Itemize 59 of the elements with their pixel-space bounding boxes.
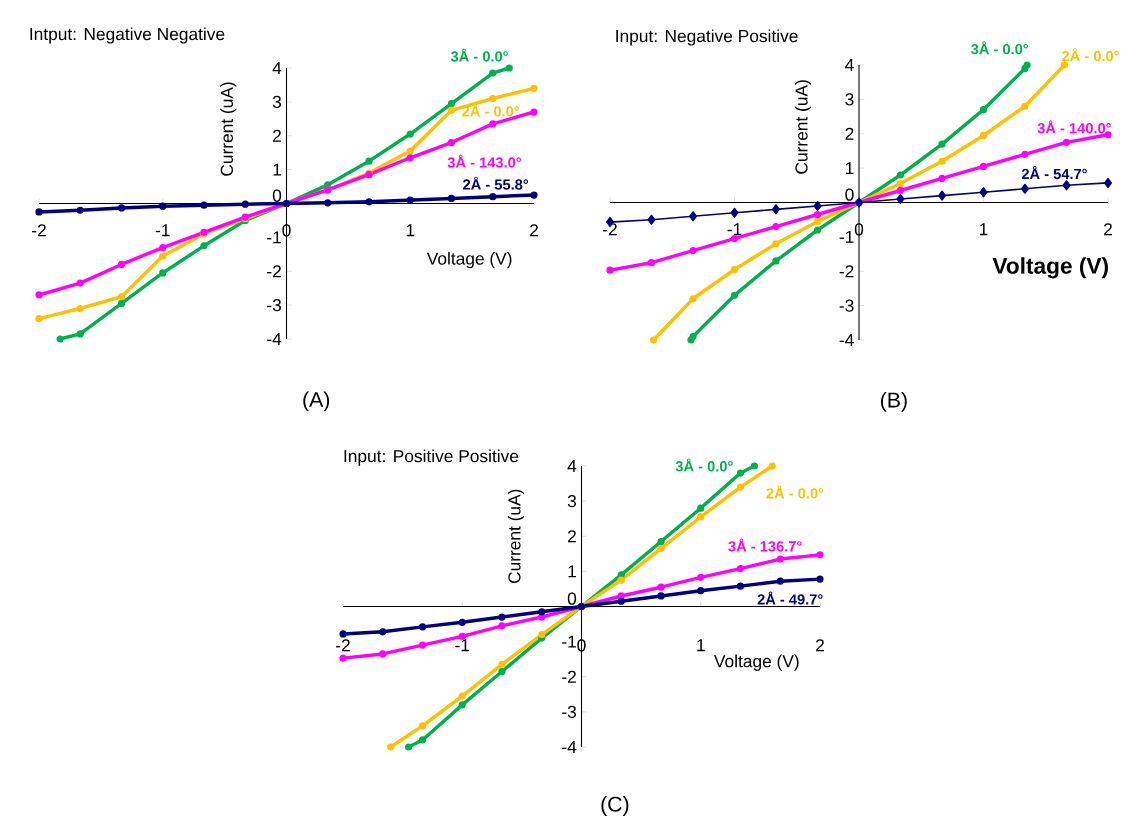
y-axis-title: Current (uA) [220, 82, 237, 176]
x-tick-label: -1 [455, 639, 470, 652]
x-tick-label: 2 [530, 224, 538, 237]
y-tick-label: 1 [845, 162, 854, 175]
series-label: 3Å - 143.0° [447, 154, 522, 168]
x-tick-label: -1 [727, 223, 742, 236]
x-tick-label: -2 [32, 224, 46, 237]
x-tick-label: 0 [854, 223, 864, 236]
y-tick-label: 0 [845, 188, 854, 201]
series-label: 3Å - 0.0° [450, 48, 508, 62]
x-axis-title: Voltage (V) [426, 251, 512, 269]
series-label: 2Å - 0.0° [766, 485, 824, 499]
y-tick-label: 2 [568, 530, 576, 543]
y-tick-label: 3 [567, 494, 577, 508]
y-tick-label: -3 [267, 298, 282, 312]
chart-title: Intput: Negative Negative [30, 27, 225, 44]
y-tick-label: 3 [845, 93, 854, 106]
text: (B) [880, 391, 907, 412]
y-tick-label: -2 [267, 265, 281, 278]
series-label: 3Å - 136.7° [728, 538, 802, 552]
y-tick-label: 3 [272, 95, 282, 109]
y-tick-label: -2 [839, 265, 854, 278]
x-axis-title: Voltage (V) [992, 257, 1108, 279]
x-tick-label: 2 [816, 639, 824, 652]
y-tick-label: -4 [562, 741, 577, 753]
series-label: 3Å - 140.0° [1037, 120, 1111, 134]
y-tick-label: 0 [567, 592, 577, 605]
x-tick-label: -1 [155, 224, 170, 237]
y-tick-label: 2 [845, 127, 854, 140]
y-tick-label: 4 [845, 59, 854, 71]
y-axis-title: Current (uA) [507, 489, 524, 584]
series-label: 3Å - 0.0° [675, 458, 733, 472]
x-tick-label: 1 [406, 224, 415, 237]
chart-title: Input: Positive Positive [344, 449, 519, 466]
series-label: 3Å - 0.0° [971, 41, 1029, 55]
series-label: 2Å - 55.8° [463, 176, 529, 190]
x-tick-label: 2 [1104, 223, 1112, 236]
y-tick-label: 4 [567, 460, 577, 472]
x-axis-title: Voltage (V) [714, 654, 799, 671]
y-tick-label: -3 [562, 705, 577, 719]
y-tick-label: 4 [272, 62, 282, 74]
y-tick-label: -4 [839, 334, 854, 346]
y-tick-label: 1 [568, 565, 576, 578]
y-axis-title: Current (uA) [794, 80, 812, 174]
series-label: 2Å - 54.7° [1021, 166, 1087, 180]
y-tick-label: 1 [273, 163, 281, 176]
y-tick-label: -2 [562, 670, 576, 683]
y-tick-label: -4 [267, 333, 282, 345]
x-tick-label: -2 [336, 639, 350, 652]
x-tick-label: 1 [980, 223, 988, 236]
text: (C) [601, 796, 629, 816]
y-tick-label: -3 [839, 299, 854, 312]
y-tick-label: 2 [273, 129, 281, 142]
text: (A) [303, 391, 330, 412]
series-label: 2Å - 0.0° [1062, 48, 1119, 62]
chart-title: Input: Negative Positive [616, 29, 798, 46]
series-label: 2Å - 49.7° [757, 591, 823, 605]
x-tick-label: 1 [697, 639, 705, 652]
y-tick-label: 0 [272, 189, 282, 202]
